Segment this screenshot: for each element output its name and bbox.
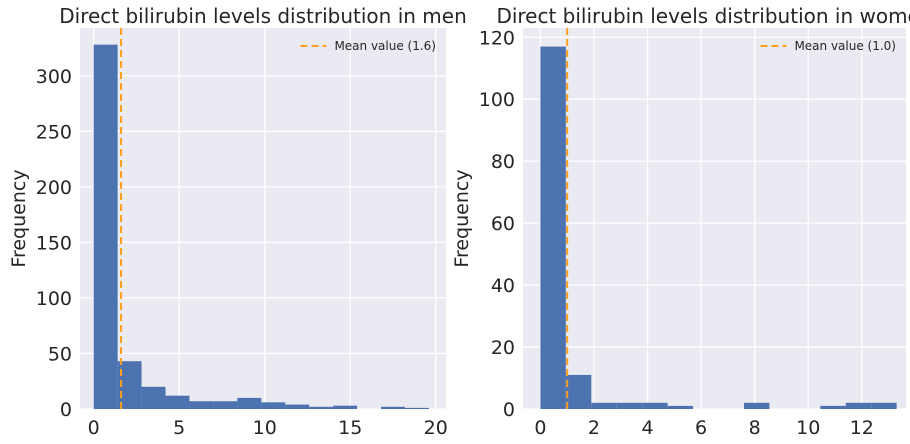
y-tick-label: 120 (479, 27, 515, 49)
y-tick-label: 50 (48, 343, 72, 365)
histogram-bar (845, 402, 872, 409)
y-tick-label: 100 (36, 288, 72, 310)
histogram-bar (93, 44, 118, 410)
y-tick-label: 250 (36, 121, 72, 143)
x-tick-label: 0 (88, 417, 100, 439)
histogram-bar (404, 407, 429, 409)
y-tick-label: 0 (503, 399, 515, 421)
x-tick-label: 8 (749, 417, 761, 439)
histogram-bar (261, 402, 286, 409)
y-tick-label: 150 (36, 232, 72, 254)
histogram-bar (285, 404, 310, 409)
histogram-bar (743, 402, 770, 409)
x-tick-label: 6 (695, 417, 707, 439)
histogram-bar (591, 402, 617, 409)
y-tick-label: 20 (491, 337, 515, 359)
histogram-bar (381, 406, 405, 409)
x-tick-label: 2 (588, 417, 600, 439)
x-tick-label: 15 (338, 417, 362, 439)
histogram-bar (642, 402, 668, 409)
histogram-bar (213, 401, 238, 409)
plot-area (80, 28, 446, 409)
histogram-bar (141, 386, 166, 409)
histogram-bar (165, 395, 190, 409)
y-tick-label: 300 (36, 66, 72, 88)
y-tick-label: 100 (479, 89, 515, 111)
y-axis-label: Frequency (8, 169, 30, 267)
bars (93, 44, 429, 410)
x-tick-label: 12 (850, 417, 874, 439)
y-tick-label: 40 (491, 275, 515, 297)
chart-title: Direct bilirubin levels distribution in … (496, 4, 910, 28)
histogram-bar (117, 361, 142, 409)
histogram-bar (871, 402, 897, 409)
x-tick-label: 4 (641, 417, 653, 439)
histogram-bar (237, 397, 262, 409)
chart-title: Direct bilirubin levels distribution in … (59, 4, 467, 28)
histogram-bar (616, 402, 643, 409)
legend-label: Mean value (1.0) (794, 39, 896, 53)
men-histogram-panel: Direct bilirubin levels distribution in … (8, 4, 467, 439)
x-tick-label: 20 (424, 417, 448, 439)
women-histogram-panel: Direct bilirubin levels distribution in … (451, 4, 910, 439)
x-tick-label: 0 (534, 417, 546, 439)
x-tick-label: 10 (796, 417, 820, 439)
y-axis-label: Frequency (451, 169, 473, 267)
histogram-bar (565, 374, 592, 409)
y-tick-label: 0 (60, 399, 72, 421)
x-tick-label: 10 (253, 417, 277, 439)
plot-area (523, 28, 906, 409)
histogram-bar (540, 46, 566, 410)
histogram-bar (667, 405, 694, 409)
x-tick-label: 5 (173, 417, 185, 439)
y-tick-label: 80 (491, 151, 515, 173)
y-tick-label: 200 (36, 177, 72, 199)
histogram-bar (189, 401, 214, 409)
y-tick-label: 60 (491, 213, 515, 235)
histogram-bar (820, 405, 846, 409)
legend-label: Mean value (1.6) (334, 39, 436, 53)
bars (540, 46, 897, 410)
histogram-bar (333, 405, 358, 409)
histogram-bar (309, 406, 334, 409)
